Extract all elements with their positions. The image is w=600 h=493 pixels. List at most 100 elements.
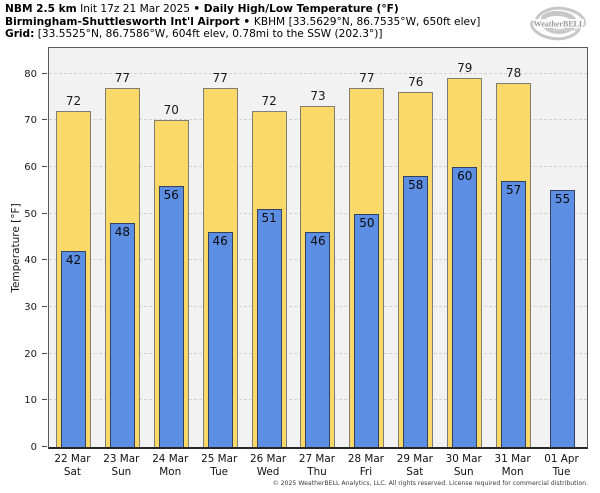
x-axis-label: 30 Mar Sun (439, 453, 488, 479)
y-tick-mark-0 (42, 446, 47, 447)
bar-group-25-mar: 77 46 (196, 48, 245, 447)
bar-group-27-mar: 73 46 (294, 48, 343, 447)
logo-text: WeatherBELL (534, 20, 585, 29)
x-label-date: 24 Mar (152, 453, 189, 465)
x-label-date: 01 Apr (544, 453, 579, 465)
y-tick-label-30: 30 (24, 302, 37, 313)
x-label-dow: Mon (159, 466, 182, 478)
y-tick-mark-50 (42, 212, 47, 214)
y-tick-label-70: 70 (24, 115, 37, 127)
x-axis-label: 28 Mar Fri (341, 453, 390, 479)
x-label-date: 27 Mar (298, 453, 336, 465)
low-value-label: 55 (554, 192, 571, 207)
low-value-label: 51 (261, 211, 277, 225)
station-name: Birmingham-Shuttlesworth Int'l Airport (5, 15, 240, 28)
high-value-label: 73 (310, 89, 326, 104)
x-label-date: 22 Mar (54, 453, 91, 465)
y-tick-mark-40 (42, 259, 47, 261)
x-axis-label: 27 Mar Thu (293, 453, 342, 479)
low-bar (256, 209, 282, 447)
low-value-label: 42 (65, 253, 82, 267)
high-value-label: 77 (359, 70, 375, 85)
low-value-label: 50 (359, 215, 375, 230)
header-line-2: Birmingham-Shuttlesworth Int'l Airport •… (5, 16, 480, 29)
high-value-label: 77 (114, 70, 130, 85)
low-value-label: 60 (457, 169, 473, 183)
low-bar (403, 176, 429, 447)
x-axis-label: 29 Mar Sat (390, 453, 439, 479)
bar-group-23-mar: 77 48 (98, 48, 147, 447)
bar-group-01-apr: 55 (538, 48, 587, 447)
y-tick-label-50: 50 (24, 208, 37, 220)
x-axis-label: 26 Mar Wed (244, 453, 293, 479)
station-info: KBHM [33.5629°N, 86.7535°W, 650ft elev] (253, 15, 481, 28)
bar-group-26-mar: 72 51 (245, 48, 294, 447)
low-bar (60, 251, 86, 447)
high-value-label: 70 (163, 103, 179, 118)
y-tick-mark-80 (42, 72, 47, 74)
high-value-label: 76 (408, 75, 424, 90)
model-name: NBM 2.5 km (5, 3, 77, 15)
y-tick-label-20: 20 (24, 348, 37, 360)
x-label-date: 29 Mar (396, 453, 433, 465)
low-bar (354, 214, 380, 447)
x-axis-label: 25 Mar Tue (195, 453, 244, 479)
x-label-dow: Tue (210, 466, 229, 478)
high-value-label: 78 (505, 66, 522, 80)
y-tick-label-40: 40 (24, 255, 37, 267)
x-label-dow: Sat (406, 466, 424, 478)
product-title: Daily High/Low Temperature (°F) (203, 3, 399, 15)
y-axis-title: Temperature [°F] (10, 203, 22, 293)
chart-header: NBM 2.5 km Init 17z 21 Mar 2025 • Daily … (5, 3, 480, 41)
header-line-1: NBM 2.5 km Init 17z 21 Mar 2025 • Daily … (5, 3, 480, 16)
x-axis-labels: 22 Mar Sat 23 Mar Sun 24 Mar Mon 25 Mar Tue 26 M… (48, 453, 588, 483)
low-bar (550, 190, 576, 447)
bar-group-30-mar: 79 60 (440, 48, 489, 447)
weatherbell-swirl-icon: WeatherBELL (530, 6, 586, 41)
y-tick-label-80: 80 (24, 68, 37, 80)
x-label-dow: Sat (63, 466, 81, 478)
high-value-label: 72 (65, 94, 82, 108)
y-tick-mark-60 (42, 166, 47, 167)
x-label-date: 28 Mar (347, 453, 384, 465)
bar-group-28-mar: 77 50 (342, 48, 391, 447)
bar-group-22-mar: 72 42 (49, 48, 98, 447)
y-tick-label-10: 10 (24, 395, 37, 407)
high-value-label: 79 (457, 61, 473, 76)
low-bar (452, 167, 478, 447)
copyright-text: © 2025 WeatherBELL Analytics, LLC. All r… (272, 480, 588, 487)
weatherbell-logo: WeatherBELL (522, 2, 594, 44)
high-value-label: 72 (261, 94, 277, 108)
low-value-label: 57 (505, 183, 522, 197)
bar-group-29-mar: 76 58 (391, 48, 440, 447)
low-value-label: 48 (114, 225, 130, 239)
grid-info: [33.5525°N, 86.7586°W, 604ft elev, 0.78m… (34, 28, 383, 41)
low-value-label: 58 (408, 178, 424, 193)
low-bar (109, 223, 135, 447)
grid-label: Grid: (5, 28, 35, 41)
bar-group-31-mar: 78 57 (489, 48, 538, 447)
x-axis-label: 24 Mar Mon (146, 453, 195, 479)
x-label-date: 23 Mar (103, 453, 140, 465)
low-bar (158, 186, 184, 447)
plot-area: 72 42 77 48 70 56 77 46 72 51 73 46 77 50 76 58 79 60 78 57… (48, 47, 588, 449)
init-time: Init 17z 21 Mar 2025 (76, 3, 194, 15)
x-label-dow: Sun (453, 466, 474, 478)
x-axis-label: 23 Mar Sun (97, 453, 146, 479)
low-value-label: 46 (212, 234, 228, 249)
low-value-label: 46 (310, 234, 326, 249)
x-label-dow: Fri (359, 466, 373, 478)
y-tick-label-0: 0 (30, 442, 37, 453)
x-label-dow: Mon (501, 466, 524, 478)
x-label-dow: Tue (552, 466, 571, 478)
low-bar (207, 232, 233, 447)
x-axis-label: 31 Mar Mon (488, 453, 537, 479)
low-bar (305, 232, 331, 447)
x-label-date: 26 Mar (250, 453, 287, 465)
low-value-label: 56 (163, 187, 179, 202)
y-tick-mark-20 (42, 352, 47, 354)
gridline-80 (49, 72, 587, 74)
x-label-dow: Thu (307, 466, 327, 478)
x-label-date: 25 Mar (201, 453, 238, 465)
